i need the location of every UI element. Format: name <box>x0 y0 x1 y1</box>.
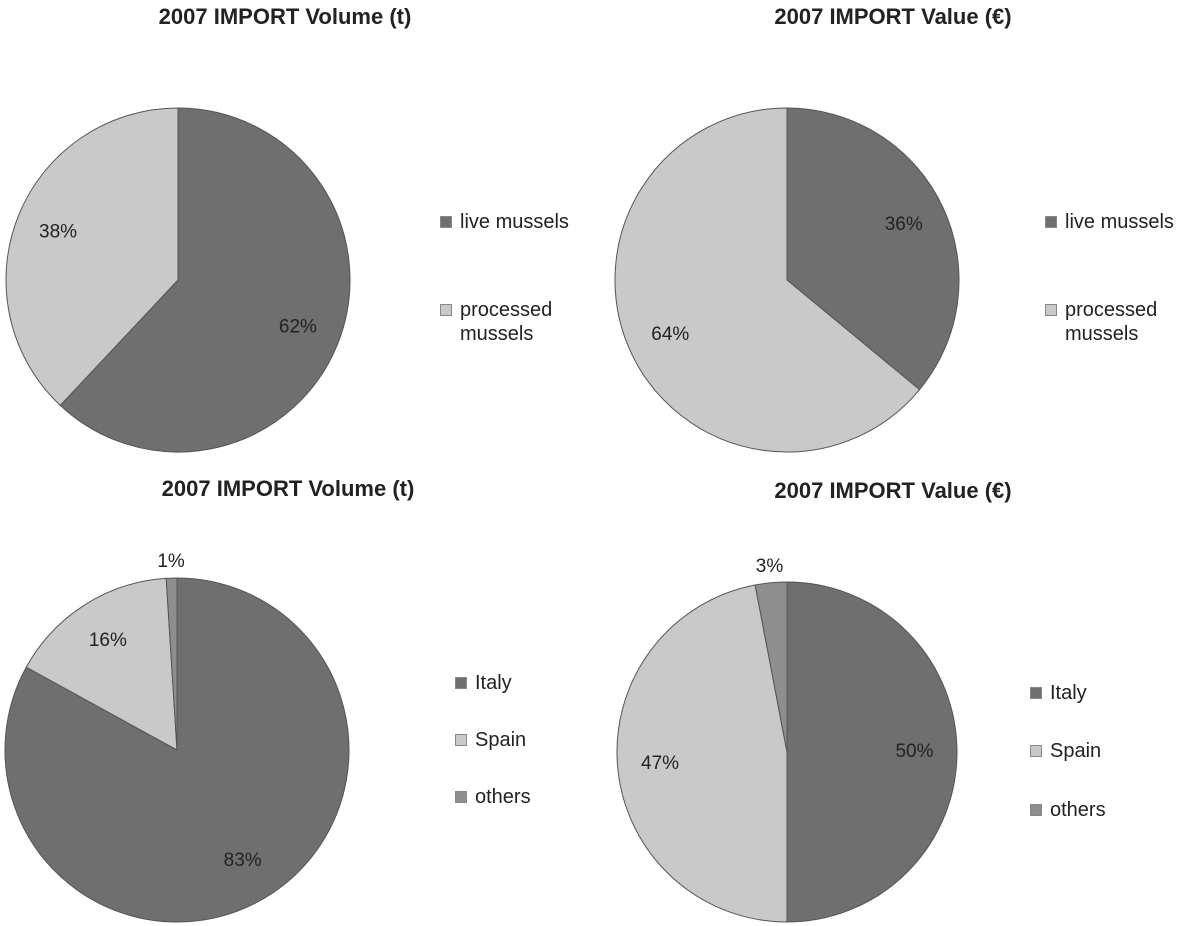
legend-swatch <box>440 304 452 316</box>
legend-label: others <box>1050 799 1106 821</box>
legend-swatch <box>455 734 467 746</box>
chart-title: 2007 IMPORT Volume (t) <box>162 476 415 501</box>
pie-slice <box>786 581 958 923</box>
percent-sign: % <box>110 630 127 651</box>
pie-slice <box>754 581 788 753</box>
pie-slice <box>165 577 178 751</box>
legend-item: Spain <box>455 728 526 752</box>
legend-label: others <box>475 786 531 808</box>
legend-swatch <box>1030 687 1042 699</box>
pie-slice <box>59 107 351 453</box>
chart-title: 2007 IMPORT Volume (t) <box>159 4 412 29</box>
legend-item: Italy <box>455 671 512 695</box>
percent-sign: % <box>766 556 783 577</box>
legend-swatch <box>1045 304 1057 316</box>
slice-label: 47% <box>641 753 679 774</box>
legend-label: live mussels <box>460 211 569 233</box>
legend-swatch <box>440 216 452 228</box>
slice-label: 83% <box>224 850 262 871</box>
legend-label: Spain <box>1050 740 1102 762</box>
percent-sign: % <box>168 551 185 572</box>
percent-sign: % <box>60 222 77 243</box>
legend-swatch <box>1030 804 1042 816</box>
slice-label: 16% <box>89 630 127 651</box>
percent-sign: % <box>300 317 317 338</box>
percent-sign: % <box>672 324 689 345</box>
legend-item: processed mussels <box>440 298 580 346</box>
slice-label: 62% <box>279 317 317 338</box>
legend-item: Italy <box>1030 681 1087 705</box>
percent-sign: % <box>662 753 679 774</box>
slice-label: 64% <box>651 324 689 345</box>
legend-label: processed mussels <box>460 299 553 345</box>
legend-swatch <box>1030 745 1042 757</box>
legend-label: processed mussels <box>1065 299 1158 345</box>
legend-item: others <box>455 785 531 809</box>
slice-label: 3% <box>756 556 784 577</box>
legend-item: Spain <box>1030 739 1101 763</box>
legend-swatch <box>455 677 467 689</box>
legend-item: live mussels <box>440 210 569 234</box>
legend-item: processed mussels <box>1045 298 1185 346</box>
percent-sign: % <box>245 850 262 871</box>
slice-label: 50% <box>895 741 933 762</box>
slice-label: 1% <box>157 551 185 572</box>
legend-item: live mussels <box>1045 210 1174 234</box>
legend-swatch <box>1045 216 1057 228</box>
legend-swatch <box>455 791 467 803</box>
chart-title: 2007 IMPORT Value (€) <box>774 478 1011 503</box>
chart-title: 2007 IMPORT Value (€) <box>774 4 1011 29</box>
slice-label: 38% <box>39 222 77 243</box>
pie-slice <box>616 584 788 923</box>
legend-label: live mussels <box>1065 211 1174 233</box>
slice-label: 36% <box>885 214 923 235</box>
pie-slice <box>5 107 179 407</box>
legend-label: Italy <box>475 672 512 694</box>
legend-label: Spain <box>475 729 527 751</box>
pie-slice <box>614 107 921 453</box>
legend-label: Italy <box>1050 682 1087 704</box>
pie-slice <box>786 107 960 391</box>
pie-slice <box>25 577 178 751</box>
legend-item: others <box>1030 798 1106 822</box>
percent-sign: % <box>917 741 934 762</box>
percent-sign: % <box>906 214 923 235</box>
